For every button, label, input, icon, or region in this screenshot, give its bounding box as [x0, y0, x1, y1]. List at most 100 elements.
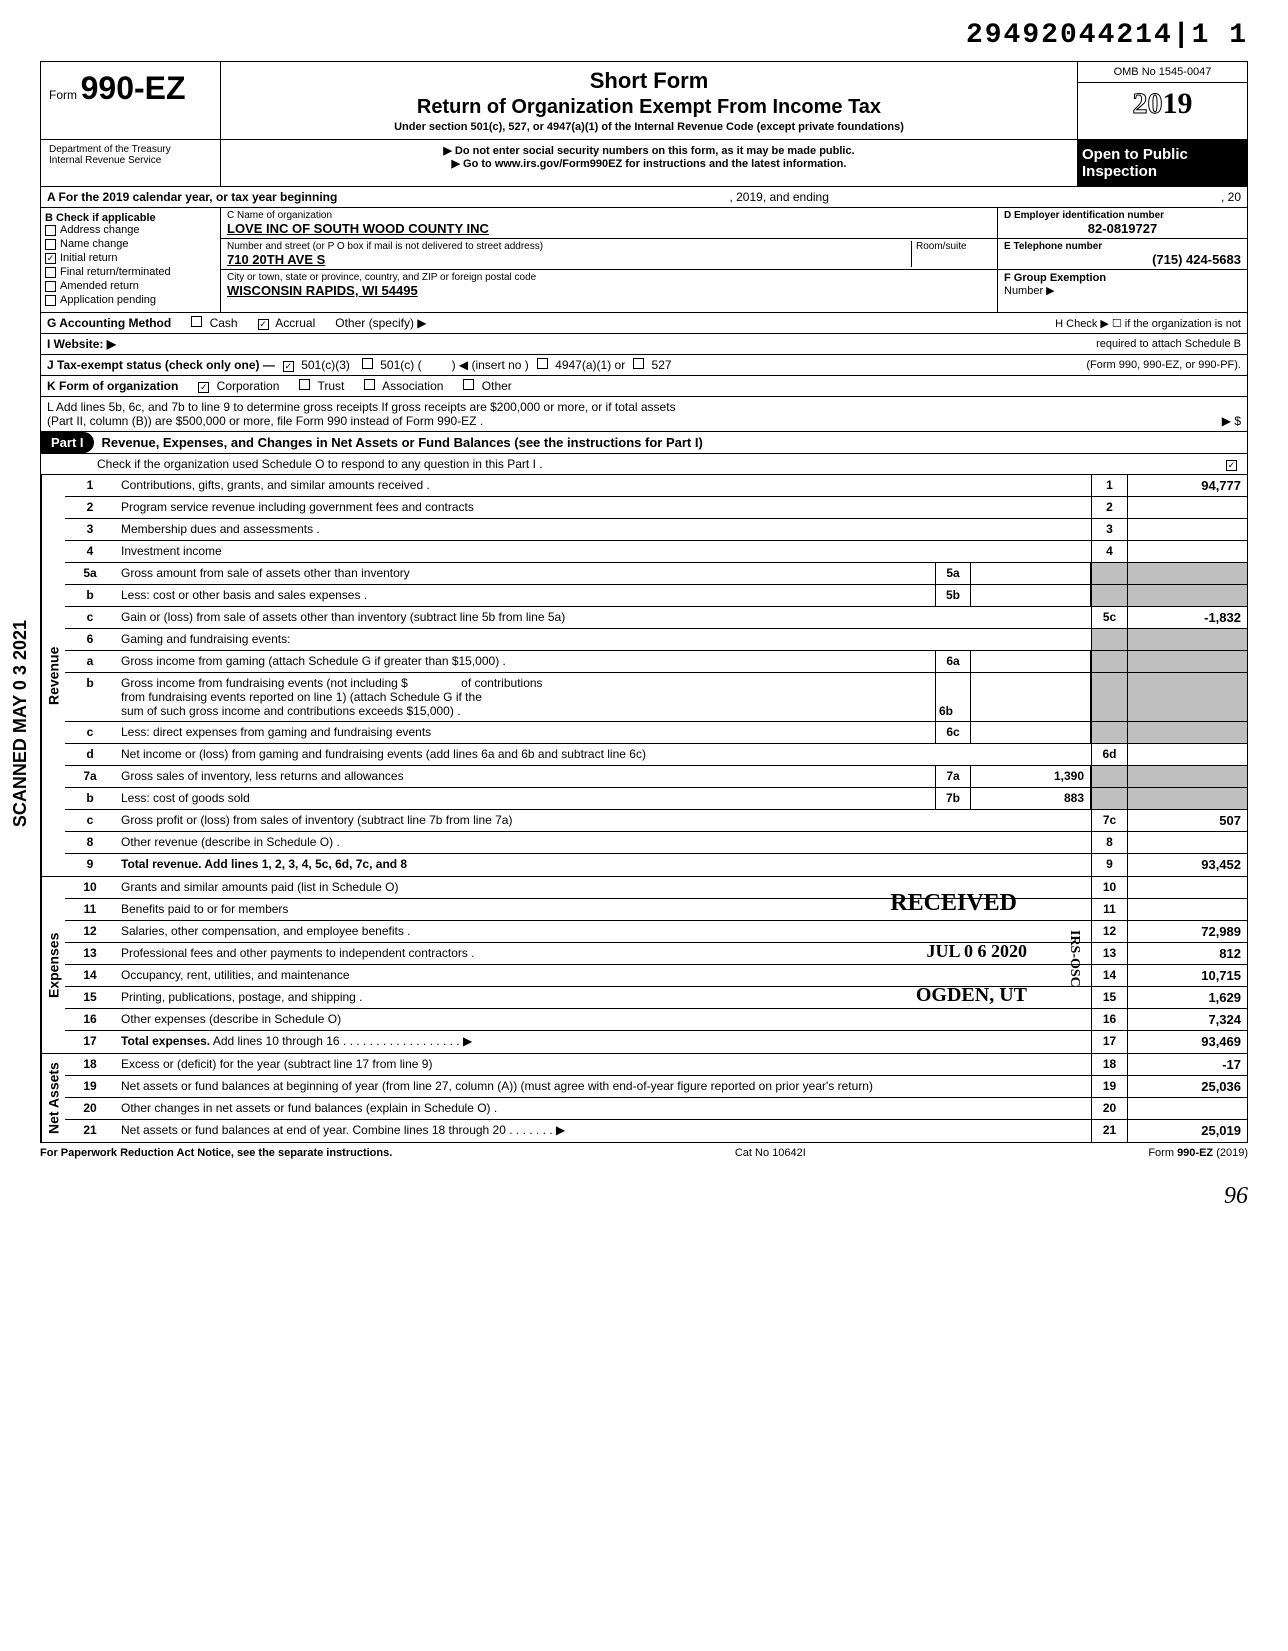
form-number: 990-EZ [81, 70, 186, 106]
mid-num: 7a [935, 766, 971, 787]
line-val [1127, 497, 1247, 518]
line-num: 12 [65, 921, 115, 942]
end-shaded [1127, 788, 1247, 809]
open-public: Open to Public Inspection [1078, 140, 1247, 186]
k-o3: Association [382, 379, 443, 393]
mid-num: 5a [935, 563, 971, 584]
end-num: 10 [1091, 877, 1127, 898]
line-num: 13 [65, 943, 115, 964]
netassets-label: Net Assets [41, 1054, 65, 1142]
line-num: 2 [65, 497, 115, 518]
section-c-label: C Name of organization [227, 210, 991, 221]
line-desc: Investment income [115, 541, 1091, 562]
accrual-label: Accrual [275, 316, 315, 330]
mid-val: 1,390 [971, 766, 1091, 787]
part1-check-label: Check if the organization used Schedule … [97, 457, 543, 471]
j-o5: 527 [652, 358, 672, 372]
end-num: 2 [1091, 497, 1127, 518]
checkbox-label: Final return/terminated [60, 266, 171, 278]
end-shaded [1127, 585, 1247, 606]
l-line2: (Part II, column (B)) are $500,000 or mo… [47, 414, 483, 428]
line-num: 10 [65, 877, 115, 898]
line-val: 25,019 [1127, 1120, 1247, 1142]
k-o2: Trust [318, 379, 345, 393]
checkbox[interactable] [45, 239, 56, 250]
assoc-checkbox[interactable] [364, 379, 375, 390]
line-val [1127, 832, 1247, 853]
k-o4: Other [482, 379, 512, 393]
line-val: 507 [1127, 810, 1247, 831]
phone: (715) 424-5683 [1004, 252, 1241, 267]
end-num: 19 [1091, 1076, 1127, 1097]
end-num: 1 [1091, 475, 1127, 496]
k-label: K Form of organization [47, 379, 178, 393]
j-o3: ) ◀ (insert no ) [452, 358, 529, 372]
checkbox[interactable] [45, 295, 56, 306]
line-desc: Other revenue (describe in Schedule O) . [115, 832, 1091, 853]
line-desc: Total expenses. Add lines 10 through 16 … [115, 1031, 1091, 1053]
section-f-label: F Group Exemption [1004, 272, 1106, 284]
527-checkbox[interactable] [633, 358, 644, 369]
line-num: c [65, 722, 115, 743]
title-sub: Under section 501(c), 527, or 4947(a)(1)… [231, 121, 1067, 133]
line-desc: Less: cost of goods sold [115, 788, 935, 809]
end-shaded [1091, 766, 1127, 787]
line-num: 3 [65, 519, 115, 540]
section-g: G Accounting Method Cash ✓ Accrual Other… [40, 313, 1248, 334]
4947-checkbox[interactable] [537, 358, 548, 369]
line-num: 19 [65, 1076, 115, 1097]
checkbox[interactable] [45, 225, 56, 236]
line-val [1127, 744, 1247, 765]
line-val: 10,715 [1127, 965, 1247, 986]
note1: ▶ Do not enter social security numbers o… [225, 144, 1073, 157]
end-shaded [1127, 766, 1247, 787]
section-k: K Form of organization ✓ Corporation Tru… [40, 376, 1248, 397]
end-shaded [1091, 673, 1127, 721]
end-num: 18 [1091, 1054, 1127, 1075]
corp-checkbox[interactable]: ✓ [198, 382, 209, 393]
section-a: A For the 2019 calendar year, or tax yea… [40, 187, 1248, 208]
form-prefix: Form [49, 88, 77, 102]
checkbox[interactable] [45, 267, 56, 278]
checkbox-label: Amended return [60, 280, 139, 292]
org-name: LOVE INC OF SOUTH WOOD COUNTY INC [227, 221, 991, 236]
line-num: b [65, 673, 115, 721]
line-desc: Gross income from gaming (attach Schedul… [115, 651, 935, 672]
h-label: H Check ▶ ☐ if the organization is not [1055, 318, 1241, 330]
line-desc: Gross income from fundraising events (no… [115, 673, 935, 721]
end-shaded [1091, 585, 1127, 606]
end-num: 13 [1091, 943, 1127, 964]
501c-checkbox[interactable] [362, 358, 373, 369]
trust-checkbox[interactable] [299, 379, 310, 390]
checkbox-label: Address change [60, 224, 140, 236]
end-num: 12 [1091, 921, 1127, 942]
line-desc: Net income or (loss) from gaming and fun… [115, 744, 1091, 765]
line-desc: Gaming and fundraising events: [115, 629, 1091, 650]
footer-right: Form 990-EZ (2019) [1148, 1147, 1248, 1159]
g-label: G Accounting Method [47, 316, 171, 330]
ein: 82-0819727 [1004, 221, 1241, 236]
revenue-label: Revenue [41, 475, 65, 876]
end-shaded [1127, 629, 1247, 650]
checkbox[interactable]: ✓ [45, 253, 56, 264]
footer-mid: Cat No 10642I [735, 1147, 806, 1159]
end-num: 4 [1091, 541, 1127, 562]
line-desc: Total revenue. Add lines 1, 2, 3, 4, 5c,… [115, 854, 1091, 876]
501c3-checkbox[interactable]: ✓ [283, 361, 294, 372]
end-num: 8 [1091, 832, 1127, 853]
cash-checkbox[interactable] [191, 316, 202, 327]
dept-row: Department of the Treasury Internal Reve… [40, 140, 1248, 187]
other-checkbox[interactable] [463, 379, 474, 390]
end-shaded [1091, 722, 1127, 743]
line-num: 9 [65, 854, 115, 876]
accrual-checkbox[interactable]: ✓ [258, 319, 269, 330]
document-id: 29492044214|1 1 [40, 20, 1248, 51]
checkbox[interactable] [45, 281, 56, 292]
schedule-o-checkbox[interactable]: ✓ [1226, 460, 1237, 471]
line-desc: Gross profit or (loss) from sales of inv… [115, 810, 1091, 831]
end-num: 17 [1091, 1031, 1127, 1053]
mid-num: 6c [935, 722, 971, 743]
line-val [1127, 519, 1247, 540]
line-desc: Net assets or fund balances at beginning… [115, 1076, 1091, 1097]
mid-num: 5b [935, 585, 971, 606]
